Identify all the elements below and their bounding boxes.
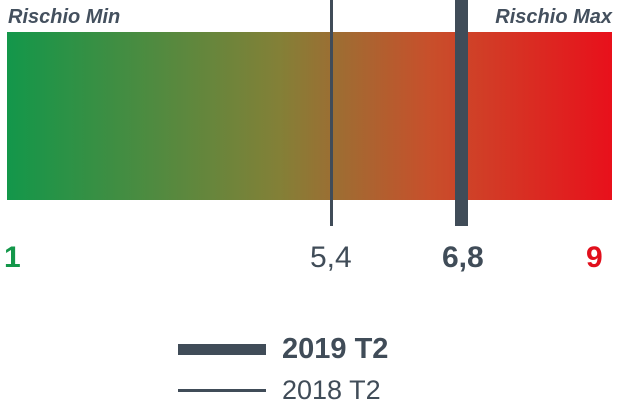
risk-gradient-bar	[7, 32, 612, 200]
legend-label-2019-t2: 2019 T2	[282, 333, 389, 365]
legend-label-2018-t2: 2018 T2	[282, 375, 381, 405]
legend-swatch-thick	[178, 343, 266, 355]
risk-max-label: Rischio Max	[495, 6, 612, 28]
legend-item-2018-t2: 2018 T2	[178, 374, 381, 406]
legend-item-2019-t2: 2019 T2	[178, 333, 388, 365]
marker-2018-t2	[330, 0, 333, 226]
legend-swatch-thin	[178, 388, 266, 392]
value-label-2018-t2: 5,4	[310, 241, 352, 274]
scale-max-value: 9	[586, 241, 603, 274]
marker-2019-t2	[455, 0, 468, 226]
scale-min-value: 1	[4, 241, 21, 274]
value-label-2019-t2: 6,8	[442, 241, 484, 274]
risk-min-label: Rischio Min	[8, 6, 121, 28]
